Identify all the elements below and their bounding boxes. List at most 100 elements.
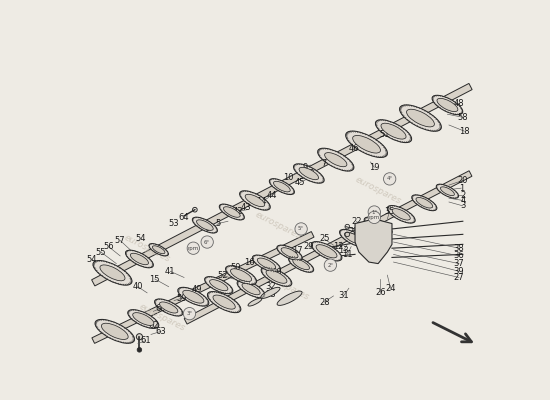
Text: 23: 23 (348, 227, 359, 236)
Text: 22: 22 (351, 217, 362, 226)
Ellipse shape (152, 246, 165, 254)
Text: 61: 61 (140, 336, 151, 345)
Ellipse shape (364, 217, 392, 235)
Text: 1°: 1° (371, 210, 377, 214)
Text: 55: 55 (96, 248, 106, 256)
Text: 26: 26 (375, 288, 386, 297)
Ellipse shape (376, 120, 411, 143)
Circle shape (183, 308, 196, 320)
Text: 16: 16 (244, 258, 255, 266)
Ellipse shape (223, 207, 240, 217)
Ellipse shape (318, 148, 354, 171)
Ellipse shape (130, 253, 148, 265)
Text: 40: 40 (133, 282, 143, 291)
Ellipse shape (160, 302, 178, 313)
Circle shape (324, 259, 337, 271)
Text: 28: 28 (319, 298, 329, 306)
Ellipse shape (261, 267, 292, 286)
Text: 58: 58 (458, 113, 468, 122)
Text: 14: 14 (256, 198, 266, 206)
Text: 48: 48 (454, 99, 464, 108)
Ellipse shape (273, 181, 290, 192)
Text: 21: 21 (358, 222, 368, 231)
Polygon shape (355, 219, 392, 264)
Ellipse shape (128, 310, 159, 328)
Ellipse shape (316, 245, 337, 258)
Text: 25: 25 (319, 234, 329, 244)
Text: 1: 1 (459, 184, 464, 193)
Circle shape (368, 211, 381, 224)
Text: 4: 4 (460, 196, 465, 205)
Text: 47: 47 (359, 140, 370, 149)
Ellipse shape (416, 198, 433, 208)
Ellipse shape (281, 248, 298, 258)
Text: 6: 6 (205, 224, 210, 234)
Text: 18: 18 (459, 127, 470, 136)
Text: 54: 54 (136, 234, 146, 244)
Text: 62: 62 (148, 321, 158, 330)
Text: 4°: 4° (387, 176, 393, 182)
Text: 49: 49 (192, 284, 202, 294)
Ellipse shape (183, 290, 204, 303)
Text: 8: 8 (309, 169, 314, 178)
Text: 36: 36 (454, 252, 464, 260)
Text: 6°: 6° (204, 240, 210, 244)
Circle shape (295, 223, 307, 235)
Ellipse shape (205, 277, 233, 294)
Ellipse shape (257, 258, 276, 269)
Text: 57: 57 (115, 236, 125, 245)
Text: 24: 24 (385, 284, 395, 293)
Text: 17: 17 (292, 246, 302, 255)
Circle shape (201, 236, 213, 248)
Ellipse shape (436, 184, 459, 198)
Text: 60: 60 (156, 304, 166, 313)
Polygon shape (92, 84, 472, 286)
Text: 43: 43 (240, 203, 251, 212)
Text: 51: 51 (379, 130, 389, 139)
Text: 46: 46 (348, 144, 359, 153)
Text: eurospares: eurospares (138, 302, 187, 333)
Ellipse shape (196, 220, 213, 230)
Text: 3°: 3° (186, 311, 192, 316)
Text: 12: 12 (333, 242, 343, 251)
Ellipse shape (381, 123, 406, 139)
Ellipse shape (93, 260, 132, 285)
Text: 37: 37 (454, 259, 464, 268)
Ellipse shape (293, 259, 310, 270)
Text: 50: 50 (230, 263, 241, 272)
Ellipse shape (400, 105, 441, 131)
Text: 9: 9 (302, 163, 307, 172)
Ellipse shape (392, 209, 410, 220)
Ellipse shape (412, 195, 437, 211)
Ellipse shape (192, 217, 217, 233)
Text: 53: 53 (169, 219, 179, 228)
Ellipse shape (230, 269, 252, 282)
Ellipse shape (178, 287, 209, 306)
Circle shape (187, 242, 200, 254)
Circle shape (368, 206, 381, 218)
Ellipse shape (101, 323, 128, 340)
Ellipse shape (270, 179, 294, 194)
Text: 54: 54 (86, 255, 97, 264)
Text: 13: 13 (338, 246, 349, 255)
Text: 41: 41 (165, 267, 175, 276)
Text: 5: 5 (216, 219, 221, 228)
Ellipse shape (369, 220, 387, 232)
Text: 27: 27 (454, 273, 464, 282)
Ellipse shape (346, 131, 387, 158)
Ellipse shape (133, 313, 154, 326)
Ellipse shape (245, 194, 265, 207)
Ellipse shape (213, 295, 235, 309)
Text: 45: 45 (294, 178, 305, 187)
Ellipse shape (226, 266, 256, 284)
Text: 52: 52 (217, 271, 228, 280)
Text: 32: 32 (265, 282, 276, 291)
Text: rpm: rpm (188, 246, 199, 251)
Ellipse shape (441, 187, 454, 196)
Text: 29: 29 (304, 242, 314, 251)
Text: 2°: 2° (327, 263, 333, 268)
Ellipse shape (339, 229, 367, 247)
Ellipse shape (266, 270, 287, 283)
Text: 59: 59 (177, 294, 187, 303)
Ellipse shape (240, 191, 270, 210)
